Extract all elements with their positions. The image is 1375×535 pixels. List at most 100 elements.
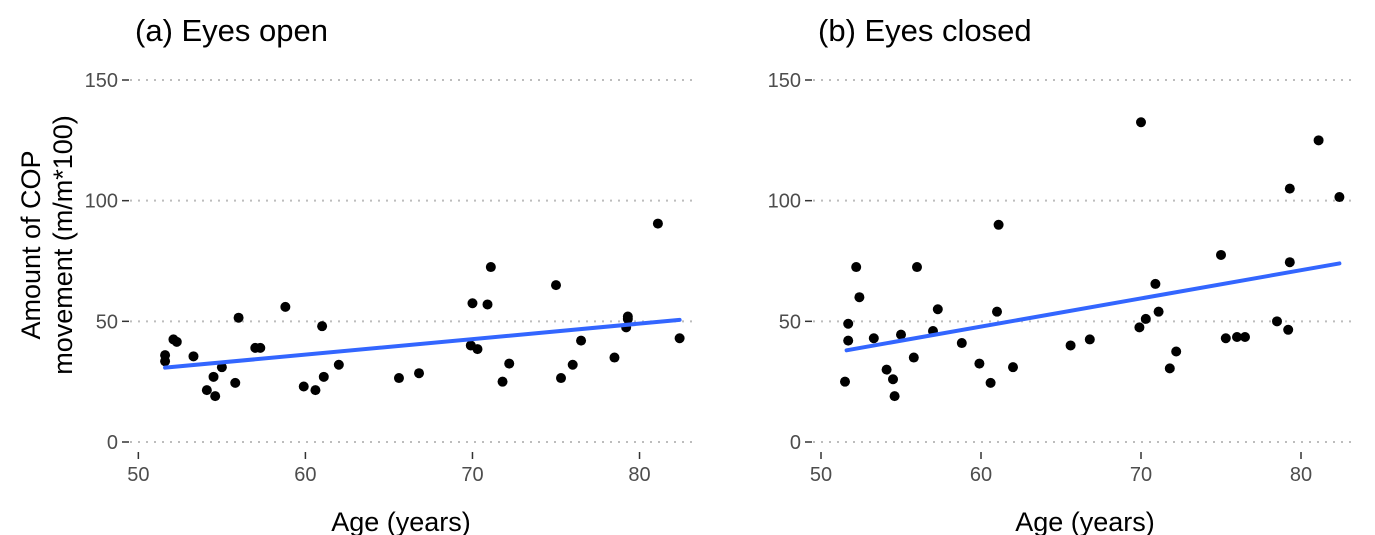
panel-a-data-point-6 — [208, 371, 219, 382]
panel-b-data-point-7 — [888, 374, 898, 385]
panel-a-plot-area: 0 50 100 150 50 60 70 80 — [85, 70, 698, 486]
panel-b-data-point-20 — [1065, 340, 1076, 351]
panel-b-data-point-1 — [843, 318, 854, 329]
panel-a-data-point-13 — [280, 301, 291, 312]
panel-a-trend-line — [163, 317, 682, 370]
panel-b-data-point-21 — [1084, 334, 1095, 345]
panel-eyes-open: (a) Eyes open Amount of COP movement (m/… — [16, 13, 698, 535]
panel-b-x-tick-label-1: 60 — [970, 464, 992, 486]
panel-a-data-point-30 — [567, 359, 578, 370]
panel-a-data-point-28 — [551, 280, 561, 291]
panel-a-data-point-18 — [333, 359, 344, 370]
panel-a-data-point-37 — [674, 333, 685, 344]
panel-b-data-point-6 — [881, 364, 892, 375]
panel-b-data-point-10 — [908, 352, 919, 363]
panel-b-x-axis-title: Age (years) — [1015, 507, 1155, 535]
panel-b-data-point-5 — [868, 333, 879, 344]
panel-a-data-point-31 — [576, 335, 587, 346]
panel-b-data-point-35 — [1284, 183, 1295, 194]
panel-b-data-point-33 — [1272, 316, 1282, 327]
panel-a-data-point-15 — [310, 385, 321, 396]
panel-a-data-point-32 — [609, 352, 620, 363]
panel-a-data-point-27 — [504, 358, 515, 369]
panel-b-data-point-2 — [843, 335, 854, 346]
panel-a-x-tick-label-3: 80 — [628, 464, 650, 486]
panel-b-y-tick-label-0: 0 — [790, 432, 801, 454]
panel-a-data-point-5 — [201, 385, 212, 396]
panel-b-data-point-26 — [1153, 306, 1164, 317]
panel-b-data-point-27 — [1164, 363, 1175, 374]
panel-b-data-point-15 — [974, 358, 985, 369]
panel-b-x-tick-label-0: 50 — [810, 464, 832, 486]
panel-a-data-point-26 — [497, 376, 508, 387]
panel-a-x-tick-label-1: 60 — [294, 464, 316, 486]
panel-b-trend-line — [844, 261, 1342, 353]
panel-a-data-point-29 — [556, 373, 567, 384]
panel-a-data-point-3 — [171, 336, 182, 347]
panel-b-data-point-31 — [1232, 332, 1242, 343]
panel-b-data-point-34 — [1283, 324, 1294, 335]
panel-b-data-point-18 — [993, 219, 1004, 230]
panel-a-data-point-24 — [482, 299, 493, 310]
panel-a-x-axis-title: Age (years) — [331, 507, 471, 535]
panel-b-data-point-3 — [851, 262, 862, 273]
panel-a-data-point-7 — [210, 391, 221, 402]
panel-a-data-point-20 — [414, 368, 425, 379]
panel-b-data-point-28 — [1171, 346, 1182, 357]
panel-b-data-point-13 — [932, 304, 943, 315]
panel-b-data-point-14 — [956, 338, 967, 349]
panel-a-data-point-14 — [298, 381, 309, 392]
panel-a-data-point-10 — [233, 312, 244, 323]
y-axis-title-line-1: Amount of COP — [16, 150, 46, 339]
panel-a-y-tick-label-2: 100 — [85, 191, 118, 213]
panel-b-data-point-24 — [1140, 313, 1151, 324]
panel-a-x-tick-label-0: 50 — [127, 464, 149, 486]
panel-a-data-point-36 — [652, 218, 663, 229]
panel-b-data-point-17 — [992, 306, 1002, 317]
panel-a-data-point-9 — [230, 377, 241, 388]
panel-b-x-tick-label-3: 80 — [1290, 464, 1312, 486]
panel-b-data-point-30 — [1220, 333, 1231, 344]
panel-a-data-point-35 — [622, 313, 633, 324]
panel-b-data-point-19 — [1008, 362, 1018, 373]
panel-a-y-axis-title: Amount of COP movement (m/m*100) — [16, 115, 78, 375]
panel-a-data-point-4 — [188, 351, 199, 362]
y-axis-title-line-2: movement (m/m*100) — [48, 115, 78, 375]
panel-a-data-point-8 — [216, 362, 227, 373]
panel-b-title: (b) Eyes closed — [818, 13, 1032, 48]
panel-b-y-tick-label-2: 100 — [768, 191, 801, 213]
panel-b-plot-area: 0 50 100 150 50 60 70 80 — [768, 70, 1357, 486]
panel-b-data-point-37 — [1313, 135, 1324, 146]
panel-a-data-point-23 — [472, 344, 483, 355]
panel-b-data-point-4 — [854, 292, 865, 303]
panel-a-data-point-22 — [467, 298, 478, 309]
panel-b-data-point-22 — [1134, 322, 1145, 333]
panel-a-data-point-1 — [160, 356, 171, 367]
panel-b-data-point-29 — [1216, 249, 1226, 260]
panel-a-y-tick-label-1: 50 — [96, 311, 118, 333]
panel-a-y-tick-label-3: 150 — [85, 70, 118, 92]
panel-b-data-point-16 — [985, 377, 996, 388]
panel-b-data-point-23 — [1136, 117, 1146, 128]
panel-b-data-point-32 — [1240, 332, 1250, 343]
panel-a-title: (a) Eyes open — [135, 13, 328, 48]
panel-b-data-point-25 — [1150, 278, 1161, 289]
panel-b-y-tick-label-1: 50 — [779, 311, 801, 333]
panel-b-y-tick-label-3: 150 — [768, 70, 801, 92]
panel-a-data-point-25 — [485, 262, 496, 273]
panel-b-x-tick-label-2: 70 — [1130, 464, 1152, 486]
panel-b-data-point-9 — [896, 329, 906, 340]
panel-a-data-point-16 — [317, 321, 328, 332]
panel-a-data-point-17 — [318, 371, 329, 382]
panel-b-data-point-38 — [1334, 192, 1345, 203]
panel-a-data-point-12 — [255, 342, 266, 353]
panel-b-data-point-36 — [1284, 257, 1295, 268]
panel-b-data-point-11 — [912, 262, 922, 273]
panel-b-data-point-0 — [840, 376, 850, 387]
panel-a-data-point-19 — [393, 373, 404, 384]
panel-b-data-point-8 — [889, 391, 900, 402]
panel-a-y-tick-label-0: 0 — [107, 432, 118, 454]
panel-eyes-closed: (b) Eyes closed Age (years) 0 50 100 150 50 6… — [768, 13, 1357, 535]
panel-a-x-tick-label-2: 70 — [461, 464, 483, 486]
